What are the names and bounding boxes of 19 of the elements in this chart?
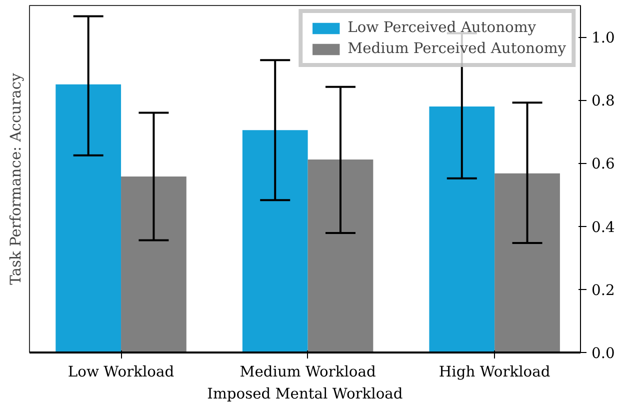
bar	[121, 176, 186, 352]
x-tick-label: Medium Workload	[240, 364, 376, 380]
x-tick-label: High Workload	[438, 364, 550, 380]
y-tick-label: 0.8	[592, 92, 615, 110]
legend-label: Low Perceived Autonomy	[348, 19, 536, 36]
bar	[308, 159, 374, 352]
y-tick-label: 0.6	[592, 156, 615, 173]
y-tick-label: 0.2	[592, 282, 615, 299]
y-tick-label: 0.4	[592, 218, 615, 236]
y-tick-label: 0.0	[592, 345, 615, 362]
y-tick-label: 1.0	[592, 30, 615, 47]
bar	[56, 84, 122, 352]
legend-label: Medium Perceived Autonomy	[348, 40, 566, 57]
bar	[494, 173, 560, 352]
bar	[242, 130, 308, 352]
y-axis-title: Task Performance: Accuracy	[8, 72, 24, 285]
bar	[429, 106, 495, 352]
x-tick-label: Low Workload	[68, 364, 174, 380]
x-axis-title: Imposed Mental Workload	[207, 386, 403, 402]
